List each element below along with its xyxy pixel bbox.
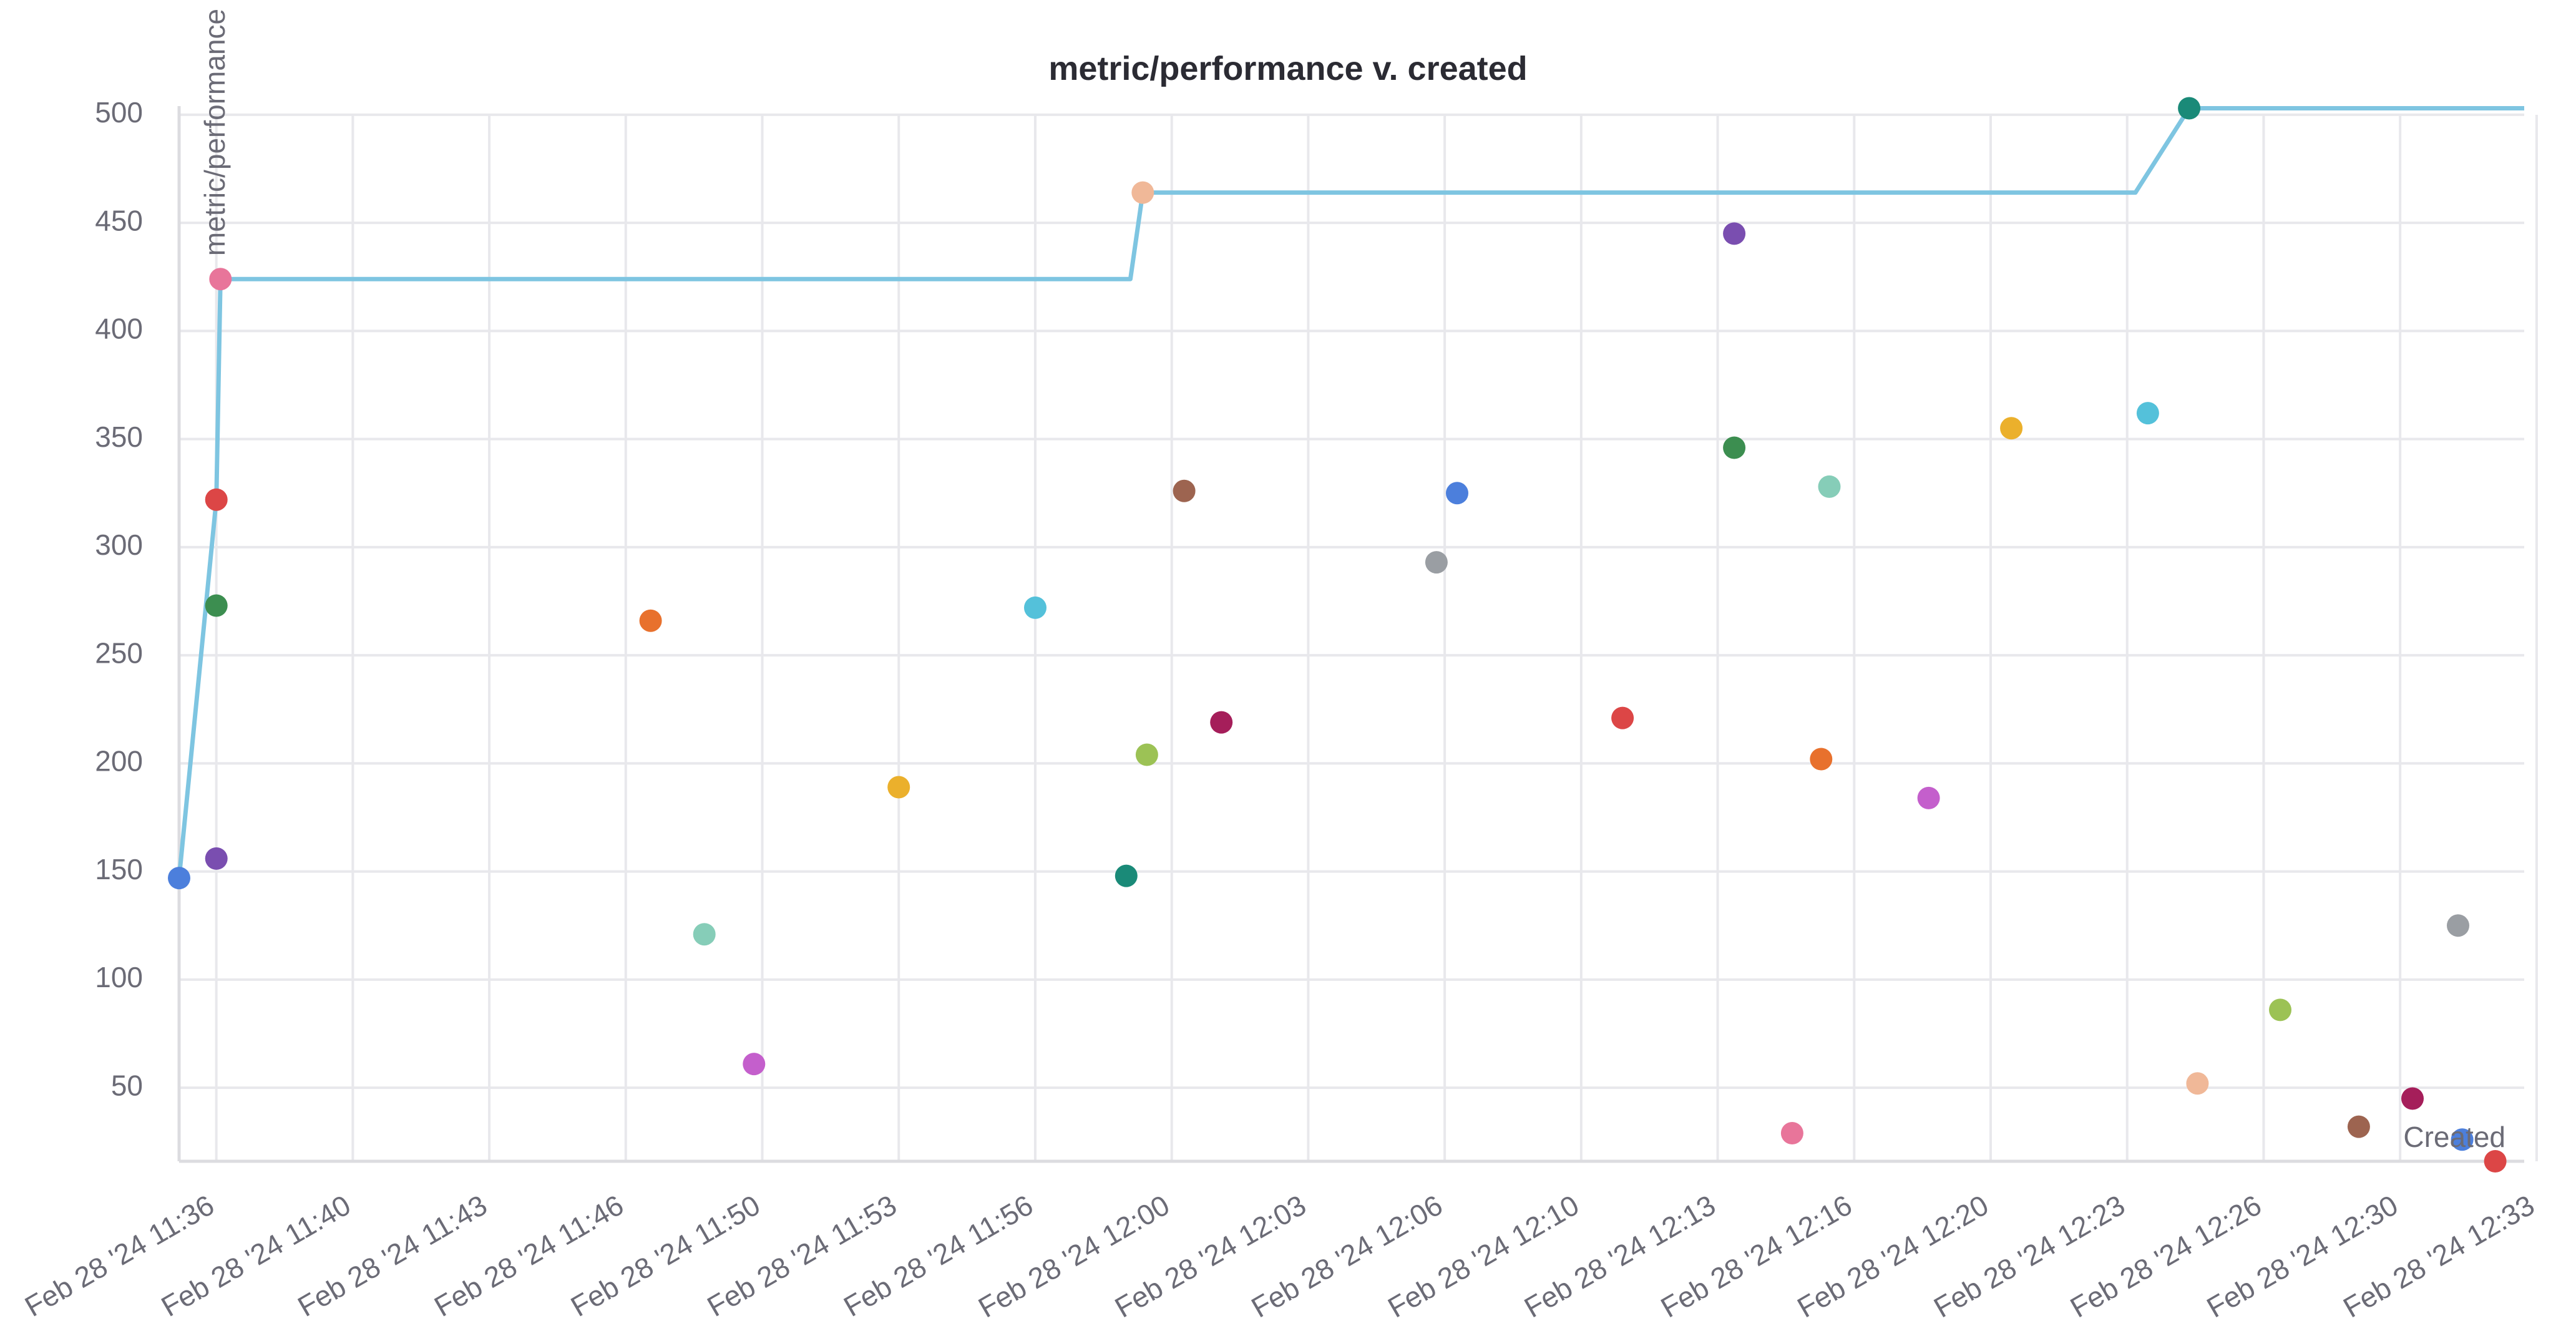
scatter-point[interactable]: [168, 867, 190, 890]
y-tick-label: 400: [95, 313, 143, 345]
y-tick-label: 100: [95, 961, 143, 993]
scatter-point[interactable]: [887, 776, 910, 799]
scatter-point[interactable]: [1173, 479, 1196, 502]
best-performance-line: [177, 106, 2524, 879]
scatter-point[interactable]: [1818, 475, 1841, 498]
scatter-point[interactable]: [1024, 596, 1046, 619]
scatter-point[interactable]: [1917, 786, 1940, 809]
scatter-point[interactable]: [693, 923, 716, 946]
scatter-point[interactable]: [205, 488, 228, 511]
y-axis-title: metric/performance: [198, 9, 231, 256]
scatter-point[interactable]: [2347, 1115, 2370, 1138]
scatter-point[interactable]: [2451, 1128, 2474, 1151]
scatter-point[interactable]: [2000, 417, 2023, 440]
scatter-point[interactable]: [2269, 998, 2291, 1021]
scatter-point[interactable]: [639, 609, 662, 632]
scatter-point[interactable]: [2178, 97, 2201, 120]
scatter-point[interactable]: [2186, 1072, 2209, 1095]
scatter-point[interactable]: [2484, 1150, 2507, 1173]
chart-title: metric/performance v. created: [1048, 50, 1527, 87]
scatter-point[interactable]: [1135, 743, 1158, 766]
y-tick-label: 450: [95, 204, 143, 236]
scatter-point[interactable]: [1810, 748, 1833, 771]
grid-lines: [179, 113, 2538, 1161]
scatter-point[interactable]: [1780, 1122, 1803, 1144]
scatter-point[interactable]: [205, 847, 228, 870]
scatter-point[interactable]: [209, 268, 232, 291]
scatter-point[interactable]: [1611, 706, 1634, 729]
scatter-point[interactable]: [2447, 914, 2469, 937]
y-tick-label: 200: [95, 745, 143, 778]
y-tick-label: 150: [95, 853, 143, 885]
x-axis-title: Created: [2403, 1121, 2505, 1153]
axes: [177, 106, 2524, 1163]
scatter-point[interactable]: [1446, 482, 1468, 505]
y-tick-label: 250: [95, 636, 143, 669]
y-tick-label: 50: [111, 1069, 143, 1101]
scatter-point[interactable]: [1425, 551, 1448, 574]
y-tick-label: 350: [95, 421, 143, 453]
scatter-point[interactable]: [205, 594, 228, 617]
y-tick-label: 500: [95, 96, 143, 129]
scatter-points: [168, 97, 2507, 1173]
scatter-point[interactable]: [1131, 181, 1154, 204]
scatter-point[interactable]: [2401, 1087, 2424, 1110]
scatter-point[interactable]: [2136, 402, 2159, 425]
scatter-point[interactable]: [1723, 222, 1746, 245]
y-tick-label: 300: [95, 529, 143, 561]
line-series: [177, 106, 2524, 879]
scatter-point[interactable]: [1210, 711, 1233, 734]
scatter-point[interactable]: [1115, 864, 1138, 887]
scatter-point[interactable]: [1723, 436, 1746, 459]
scatter-point[interactable]: [743, 1053, 766, 1076]
